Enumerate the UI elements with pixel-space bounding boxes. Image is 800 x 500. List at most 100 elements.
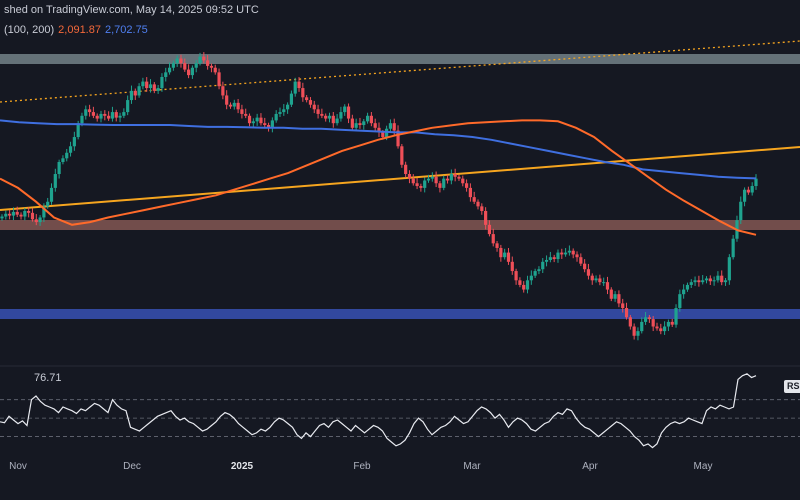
candle-body [167,67,172,73]
candle-body [605,282,610,290]
x-tick-label: May [694,461,713,472]
candle-body [365,115,370,122]
candle-body [327,115,332,119]
candle-body [80,115,84,124]
candle-body [449,174,453,181]
candle-body [297,81,301,89]
x-tick-label: 2025 [231,461,254,472]
candle-body [107,115,111,119]
candle-body [594,278,598,281]
candle-body [453,174,457,177]
candle-body [720,275,724,283]
candle-body [396,130,400,147]
candle-body [57,162,61,175]
candle-body [716,275,720,281]
candle-body [442,178,446,188]
candle-body [651,319,655,327]
candle-body [84,109,88,116]
candle-body [643,317,648,322]
candle-body [438,183,442,188]
candle-body [34,219,38,223]
candle-body [194,63,198,68]
ma100-line [0,119,757,236]
candle-body [419,186,423,188]
candle-body [563,252,568,255]
candle-body [666,321,671,327]
candle-body [731,238,735,258]
candle-body [491,234,495,244]
candle-body [213,67,217,73]
candle-body [392,123,396,131]
candle-body [289,93,294,105]
rsi-line [0,373,757,449]
candle-body [236,102,240,110]
candle-body [518,280,522,285]
candle-body [186,69,191,76]
candle-body [708,278,712,282]
candle-body [179,58,183,64]
candle-body [404,164,408,175]
candle-body [682,289,686,295]
candle-body [27,210,31,213]
candle-body [202,56,206,61]
candle-body [221,86,225,96]
candle-body [91,112,95,116]
candle-body [4,213,8,217]
candle-body [586,269,591,276]
published-info: shed on TradingView.com, May 14, 2025 09… [4,4,259,16]
candle-body [632,326,636,336]
candle-body [148,84,153,89]
candle-body [129,90,134,101]
candle-body [484,210,488,225]
candle-body [76,123,80,138]
x-tick-label: Feb [353,461,371,472]
candle-body [377,127,381,133]
ma200-line [0,119,757,180]
candle-body [72,137,76,147]
candle-body [609,289,613,299]
candle-body [15,211,19,215]
candle-body [701,280,705,283]
candle-body [723,280,728,283]
candle-body [674,308,678,325]
candle-body [190,67,195,76]
candle-body [693,280,697,283]
candle-body [118,115,122,118]
candle-body [122,112,126,116]
candle-body [263,123,267,126]
candle-body [53,174,57,188]
candle-body [510,261,514,272]
candle-body [381,132,385,138]
candle-body [346,106,351,119]
candle-body [293,81,297,94]
candle-body [362,121,366,126]
candle-body [495,243,499,248]
candle-body [750,186,754,193]
candle-body [503,252,507,258]
candle-body [704,278,709,281]
ascending-trendline [0,146,800,211]
candle-body [445,178,450,181]
candle-body [529,275,533,281]
candle-body [598,278,602,283]
candle-body [209,65,214,68]
candle-body [244,113,248,116]
candle-body [514,271,518,281]
ma-params: (100, 200) [4,24,55,36]
candles [0,52,758,341]
candle-body [544,259,549,262]
candle-body [198,56,202,64]
candle-body [133,90,137,96]
candle-body [126,100,130,113]
candle-body [358,123,362,126]
candle-body [324,115,328,119]
candle-body [678,294,682,309]
candle-body [335,118,339,124]
candle-body [533,271,537,276]
candle-body [171,63,175,68]
candle-body [30,212,35,220]
candle-body [251,121,255,124]
candle-body [274,113,278,121]
candle-body [305,97,309,101]
candle-body [400,146,404,165]
